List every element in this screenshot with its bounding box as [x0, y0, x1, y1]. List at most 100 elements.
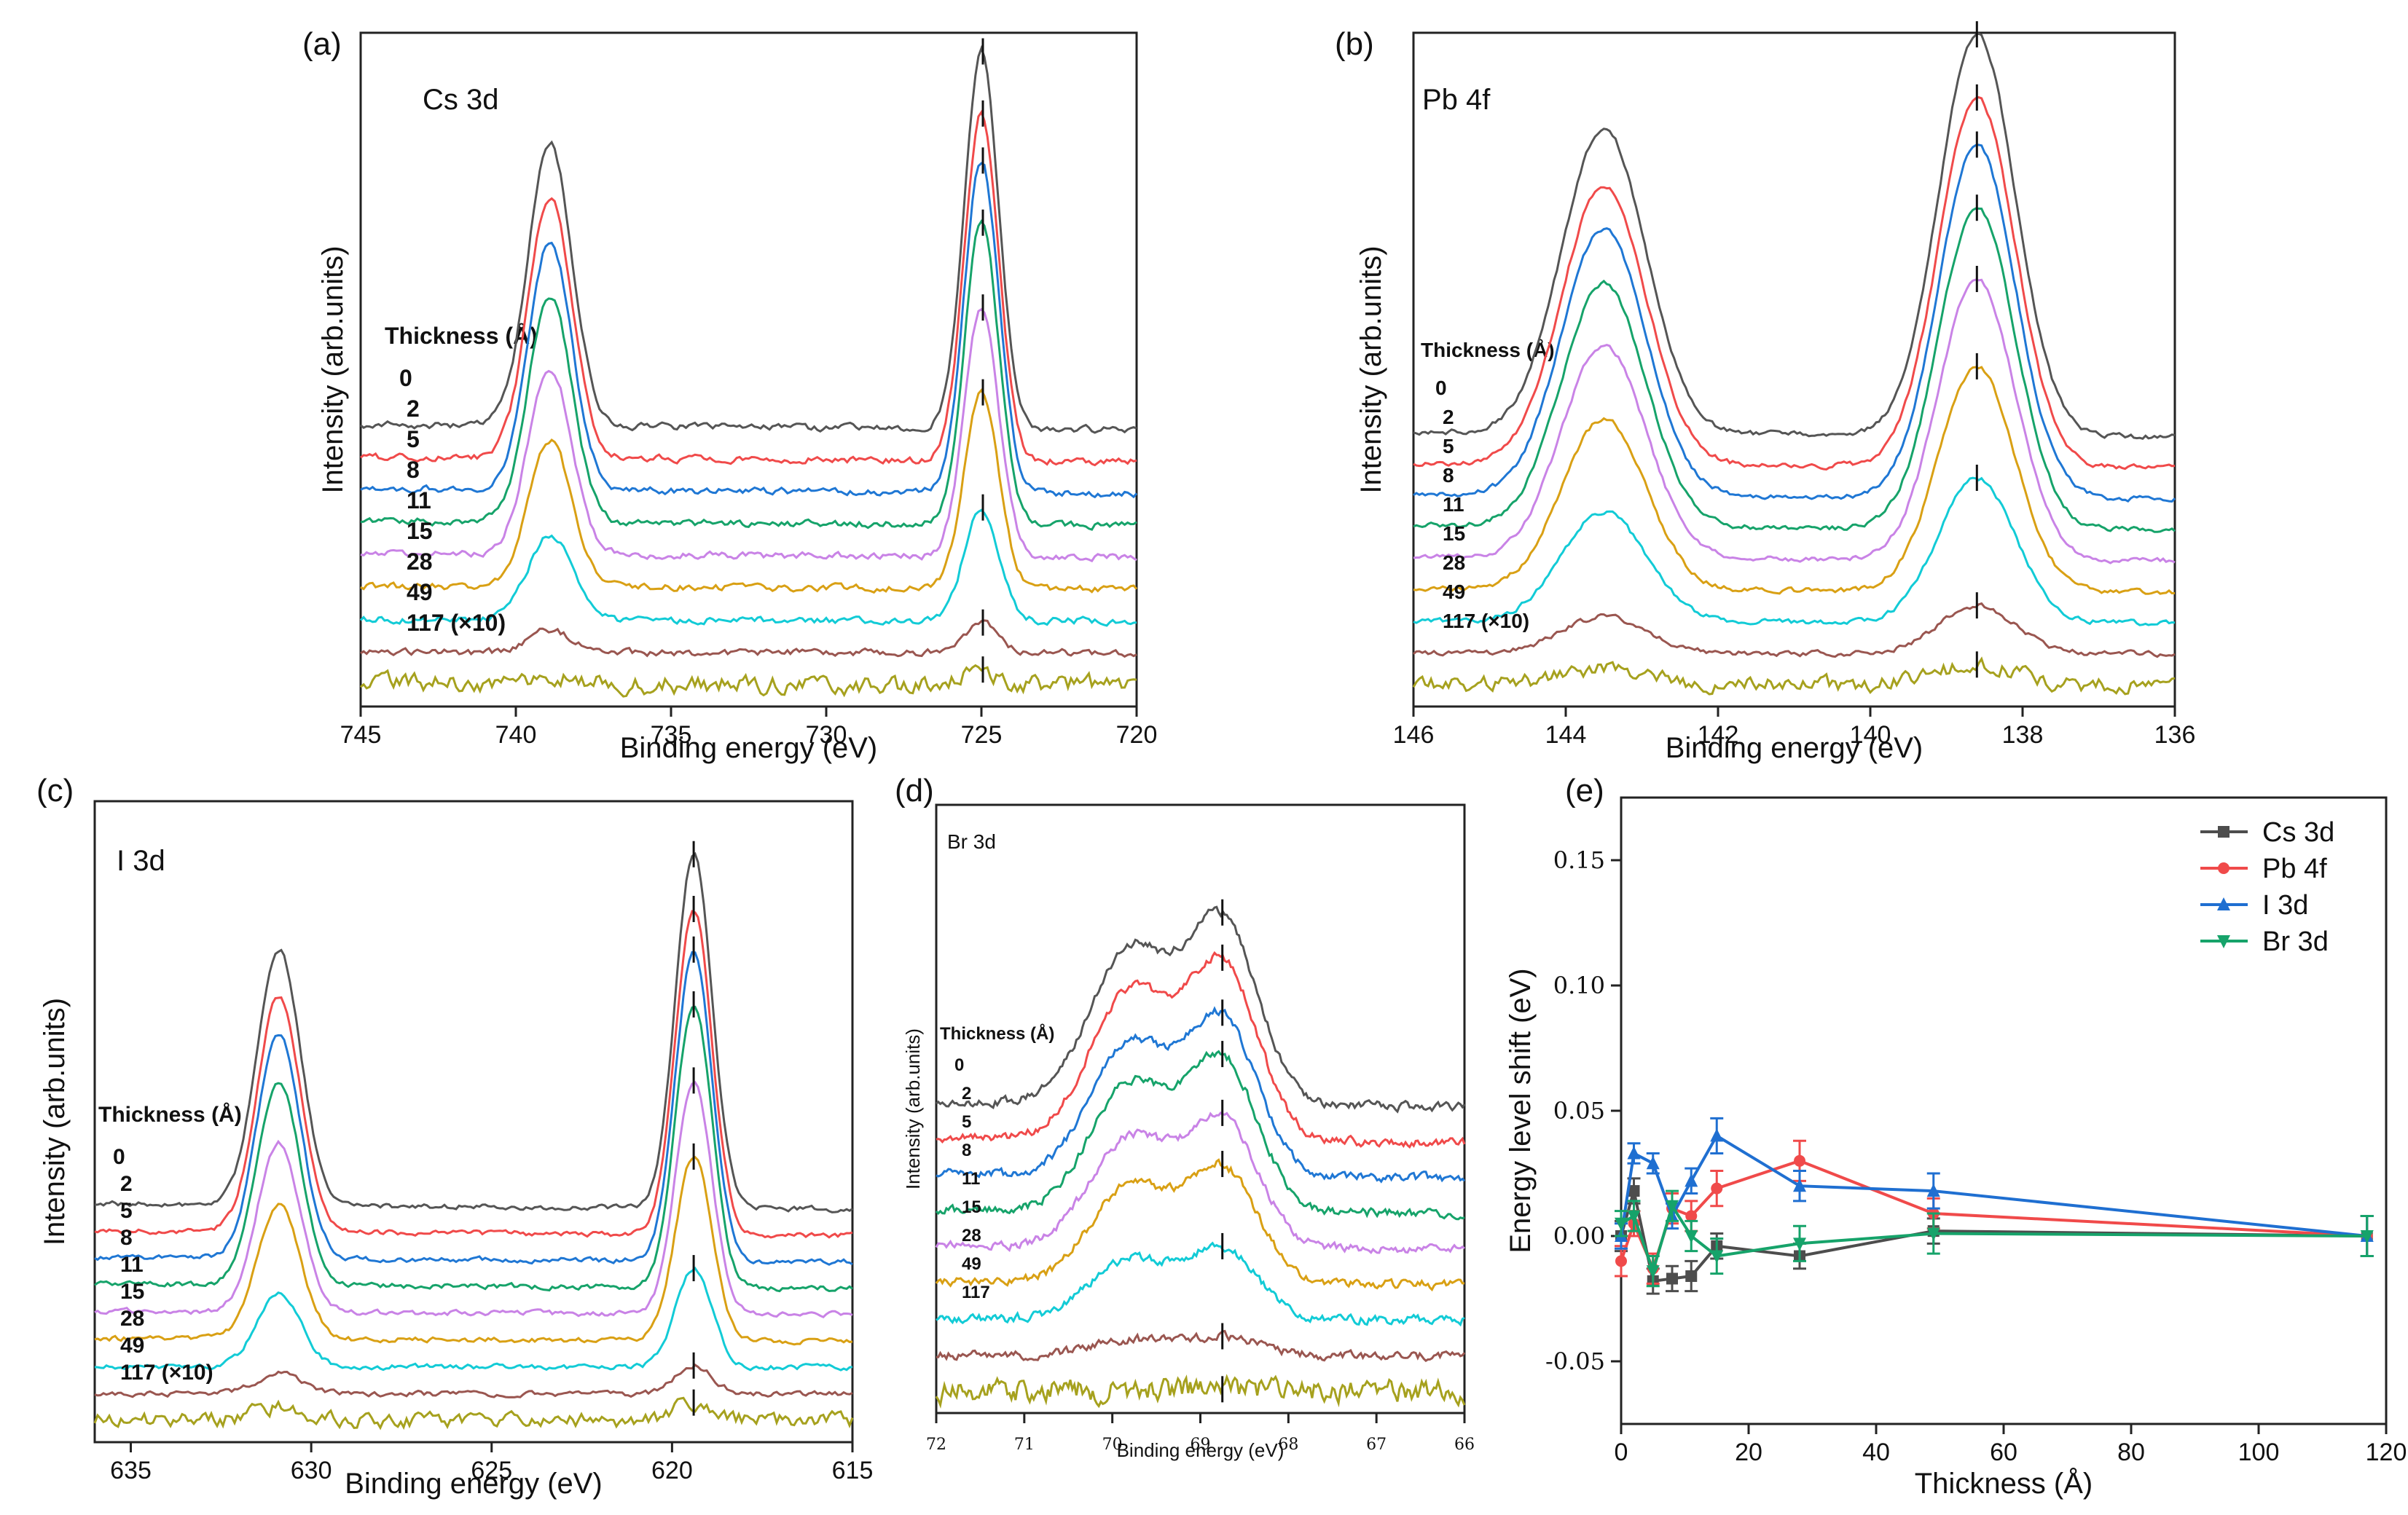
thickness-label: 11	[407, 487, 431, 513]
x-tick-label: 100	[2238, 1439, 2280, 1466]
spectrum-line-2	[360, 109, 1137, 467]
spectrum-line-0	[360, 44, 1137, 434]
marker-circle	[1711, 1182, 1723, 1195]
spectrum-line-11710	[93, 1396, 854, 1431]
thickness-label: 0	[954, 1055, 964, 1075]
marker-circle	[1685, 1210, 1698, 1222]
spectrum-line-28	[359, 508, 1137, 627]
thickness-label: 117	[962, 1283, 990, 1302]
legend-title: Thickness (Å)	[940, 1023, 1054, 1044]
thickness-label: 49	[962, 1254, 981, 1274]
x-tick-label: 68	[1278, 1436, 1298, 1454]
x-axis-title: Binding energy (eV)	[1666, 732, 1923, 764]
thickness-label: 2	[962, 1084, 971, 1103]
x-tick-label: 138	[2002, 721, 2044, 749]
spectrum-line-11	[360, 307, 1137, 563]
spectrum-line-5	[360, 162, 1138, 499]
x-tick-label: 730	[806, 721, 847, 749]
x-axis-title: Binding energy (eV)	[620, 732, 878, 764]
spectrum-line-8	[1413, 207, 2176, 533]
spectrum-line-5	[94, 951, 853, 1266]
spectrum-line-11710	[1412, 656, 2176, 696]
spectrum-line-8	[94, 1005, 853, 1293]
thickness-label: 2	[1443, 406, 1454, 428]
spectrum-line-117	[935, 1374, 1466, 1409]
spectrum-line-0	[936, 905, 1466, 1114]
thickness-label: 15	[407, 518, 433, 544]
spectrum-line-2	[1413, 96, 2176, 471]
x-tick-label: 40	[1862, 1439, 1890, 1466]
spectrum-line-49	[1413, 602, 2176, 658]
spectrum-line-28	[94, 1266, 853, 1372]
thickness-label: 15	[1443, 522, 1465, 545]
thickness-label: 117 (×10)	[120, 1361, 213, 1385]
thickness-label: 117 (×10)	[407, 610, 506, 636]
marker-triangle-up	[1793, 1178, 1806, 1192]
x-axis-title: Thickness (Å)	[1915, 1467, 2093, 1500]
x-tick-label: 635	[110, 1457, 152, 1484]
panel-label: (a)	[302, 26, 342, 62]
spectrum-line-15	[360, 388, 1138, 594]
spectrum-line-28	[1413, 476, 2176, 626]
x-tick-label: 136	[2154, 721, 2196, 749]
panel-2: (c) I 3d 635 630 625 620 615 Binding energy (eV…	[36, 773, 873, 1500]
x-tick-label: 725	[961, 721, 1003, 749]
y-axis-title: Intensity (arb.units)	[39, 998, 71, 1246]
series-pb-4f	[1615, 1139, 2374, 1285]
panel-label: (b)	[1335, 26, 1374, 62]
marker-triangle-down	[1615, 1217, 1628, 1231]
y-axis-title: Energy level shift (eV)	[1505, 968, 1537, 1253]
thickness-label: 11	[1443, 493, 1464, 516]
legend-title: Thickness (Å)	[98, 1103, 242, 1127]
thickness-label: 15	[120, 1280, 144, 1304]
spectrum-line-11	[1413, 278, 2176, 564]
y-axis-title: Intensity (arb.units)	[902, 1028, 924, 1189]
x-axis-title: Binding energy (eV)	[345, 1468, 603, 1500]
panel-1: (b) Pb 4f 146 144 142 140 138 136 Binding energy…	[1335, 21, 2195, 764]
x-tick-label: 615	[832, 1457, 874, 1484]
marker-triangle-down	[1926, 1227, 1940, 1241]
y-tick-label: 0.00	[1553, 1222, 1605, 1250]
x-tick-label: 67	[1366, 1436, 1387, 1454]
spectrum-line-2	[936, 951, 1466, 1149]
legend-title: Thickness (Å)	[1421, 339, 1555, 361]
marker-square	[1666, 1272, 1678, 1285]
plot-frame	[1412, 31, 2176, 708]
series-br-3d	[1615, 1189, 2374, 1288]
spectrum-line-15	[935, 1158, 1464, 1292]
element-label: I 3d	[117, 845, 165, 877]
panel-0: (a) Cs 3d 745 740 735 730 725 720 Binding energy…	[302, 26, 1157, 764]
x-tick-label: 69	[1191, 1436, 1211, 1454]
marker-triangle-down	[1666, 1200, 1679, 1213]
spectrum-line-5	[1413, 143, 2176, 503]
spectrum-line-15	[94, 1155, 853, 1346]
thickness-label: 8	[1443, 464, 1454, 487]
x-tick-label: 66	[1454, 1436, 1475, 1454]
spectrum-line-28	[936, 1241, 1465, 1327]
thickness-label: 2	[407, 396, 420, 422]
thickness-label: 5	[120, 1199, 133, 1223]
y-tick-label: 0.10	[1553, 972, 1605, 999]
marker-circle	[1794, 1154, 1805, 1167]
x-tick-label: 630	[291, 1457, 332, 1484]
thickness-label: 8	[120, 1226, 133, 1250]
panel-4: (e) 0 20 40 60 80 100 120 -0.05 0.00 0.05 0.10 0.15 T…	[1505, 773, 2407, 1500]
thickness-label: 2	[120, 1172, 133, 1196]
spectrum-line-5	[936, 1006, 1466, 1184]
y-tick-label: 0.15	[1553, 846, 1605, 874]
y-tick-label: 0.05	[1553, 1097, 1605, 1125]
x-tick-label: 71	[1014, 1436, 1035, 1454]
thickness-label: 11	[962, 1169, 980, 1189]
thickness-label: 28	[1443, 551, 1465, 574]
thickness-label: 49	[120, 1334, 144, 1358]
spectrum-line-11	[935, 1111, 1465, 1255]
marker-triangle-down	[2360, 1230, 2374, 1243]
x-tick-label: 140	[1850, 721, 1891, 749]
marker-triangle-up	[2217, 897, 2230, 910]
x-tick-label: 720	[1116, 721, 1158, 749]
x-tick-label: 0	[1615, 1439, 1628, 1466]
thickness-label: 8	[407, 457, 420, 483]
panel-label: (d)	[895, 773, 934, 808]
spectrum-line-49	[936, 1329, 1466, 1363]
thickness-label: 5	[1443, 435, 1454, 457]
